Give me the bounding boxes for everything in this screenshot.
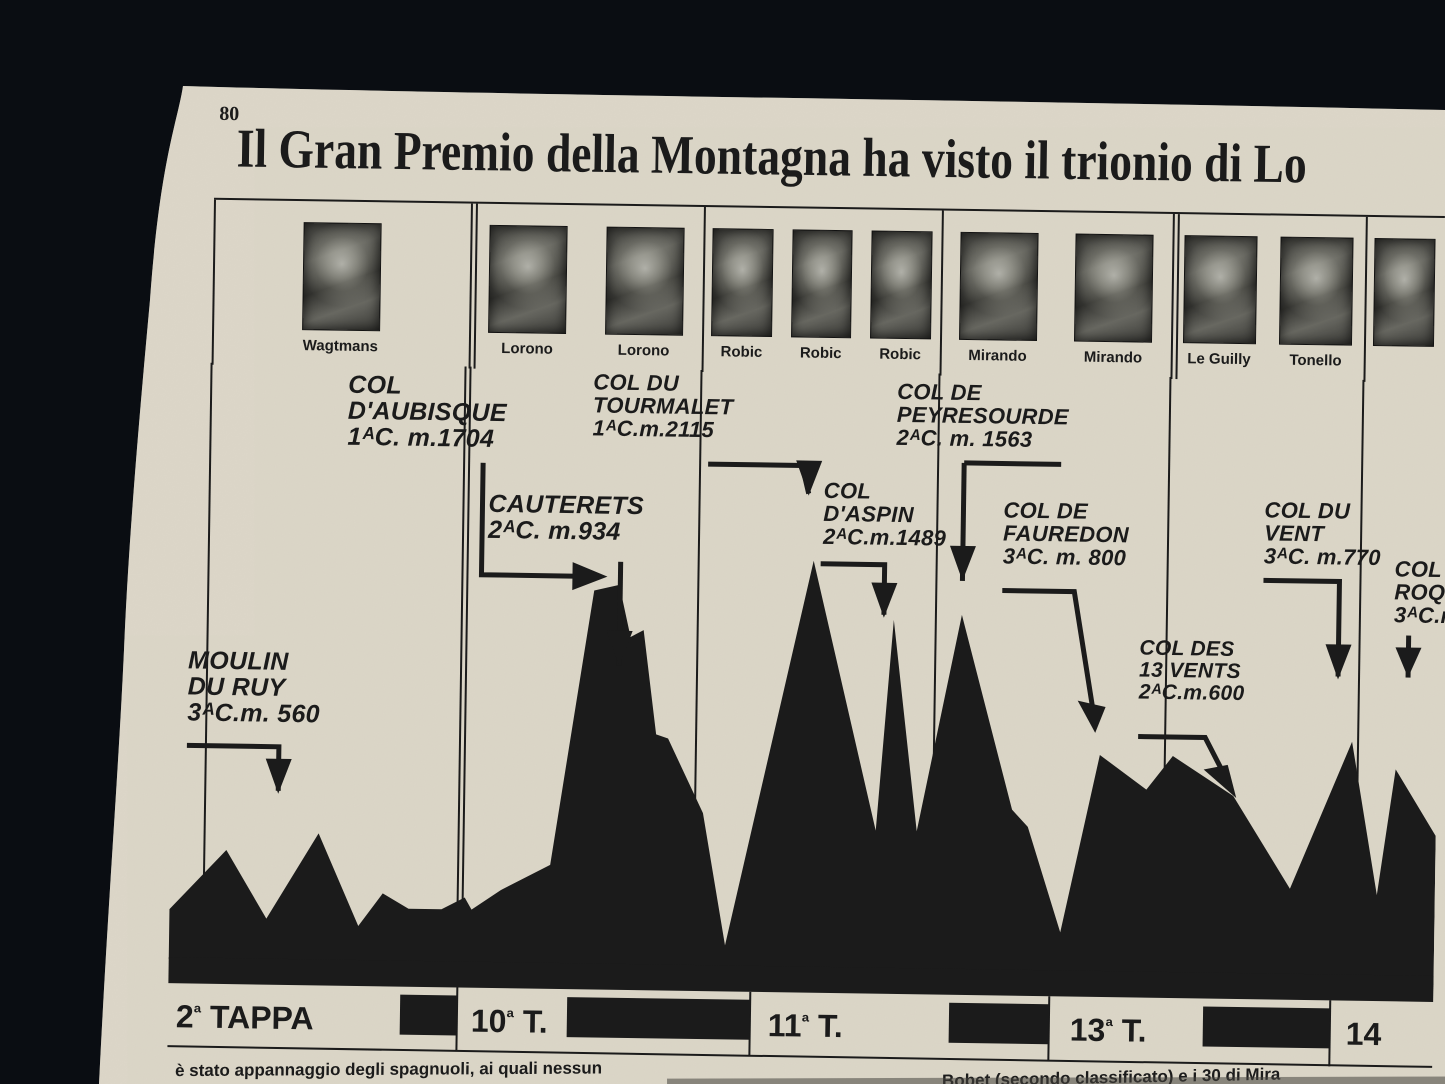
svg-text:14: 14	[1345, 1016, 1381, 1053]
svg-text:10ª T.: 10ª T.	[471, 1003, 548, 1040]
svg-text:13ª T.: 13ª T.	[1070, 1012, 1147, 1049]
svg-text:2ª TAPPA: 2ª TAPPA	[176, 998, 314, 1036]
svg-text:11ª T.: 11ª T.	[768, 1007, 844, 1044]
